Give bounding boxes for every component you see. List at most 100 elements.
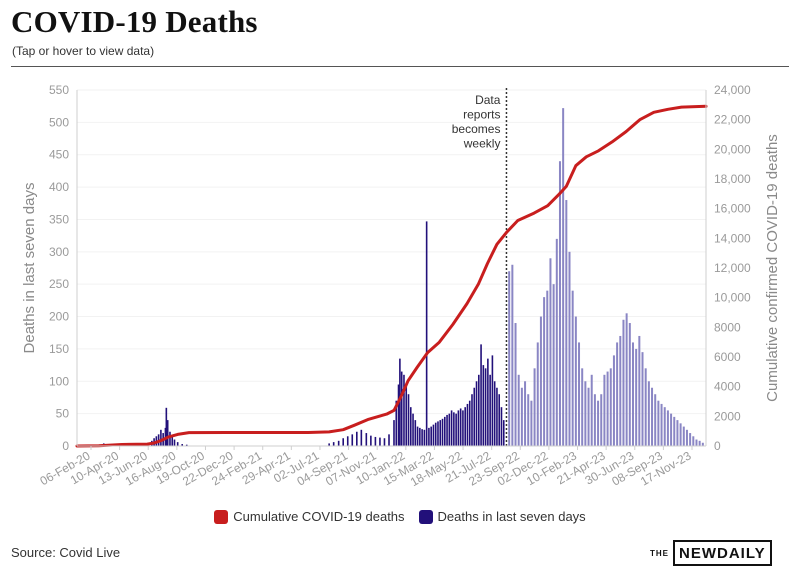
weekly-deaths-bar[interactable] <box>590 374 593 446</box>
weekly-deaths-bar[interactable] <box>370 435 372 446</box>
weekly-deaths-bar[interactable] <box>555 238 558 446</box>
weekly-deaths-bar[interactable] <box>558 161 561 446</box>
weekly-deaths-bar[interactable] <box>477 374 480 446</box>
legend-item-cumulative[interactable]: Cumulative COVID-19 deaths <box>214 509 405 524</box>
weekly-deaths-bar[interactable] <box>407 394 410 446</box>
weekly-deaths-bar[interactable] <box>657 400 660 446</box>
weekly-deaths-bar[interactable] <box>419 427 421 446</box>
weekly-deaths-bar[interactable] <box>403 374 405 446</box>
weekly-deaths-bar[interactable] <box>619 335 622 446</box>
weekly-deaths-bar[interactable] <box>663 407 666 446</box>
weekly-deaths-bar[interactable] <box>428 427 430 446</box>
weekly-deaths-bar[interactable] <box>549 258 552 446</box>
weekly-deaths-bar[interactable] <box>489 374 491 446</box>
weekly-deaths-bar[interactable] <box>539 316 542 446</box>
cumulative-deaths-path[interactable] <box>75 104 708 448</box>
weekly-deaths-bar[interactable] <box>412 413 414 446</box>
weekly-deaths-bar[interactable] <box>409 407 412 446</box>
weekly-deaths-bar[interactable] <box>524 381 527 446</box>
weekly-deaths-bar[interactable] <box>593 394 596 446</box>
weekly-deaths-bar[interactable] <box>635 348 638 446</box>
weekly-deaths-bar[interactable] <box>171 436 174 446</box>
weekly-deaths-bar[interactable] <box>487 358 489 446</box>
weekly-deaths-bar[interactable] <box>400 371 403 446</box>
weekly-deaths-bar[interactable] <box>346 436 349 446</box>
weekly-deaths-bar[interactable] <box>459 408 462 446</box>
weekly-deaths-bar[interactable] <box>597 400 600 446</box>
weekly-deaths-bar[interactable] <box>679 423 682 446</box>
weekly-deaths-bar[interactable] <box>351 434 354 446</box>
weekly-deaths-bar[interactable] <box>562 108 565 447</box>
weekly-deaths-bar[interactable] <box>616 342 619 446</box>
weekly-deaths-bar[interactable] <box>462 410 464 446</box>
weekly-deaths-bar[interactable] <box>701 442 704 446</box>
weekly-deaths-bar[interactable] <box>578 342 581 446</box>
weekly-deaths-bar[interactable] <box>581 368 584 446</box>
weekly-deaths-bar[interactable] <box>527 394 530 446</box>
weekly-deaths-bar[interactable] <box>457 410 460 446</box>
weekly-deaths-bar[interactable] <box>397 384 400 446</box>
weekly-deaths-bar[interactable] <box>365 433 368 446</box>
weekly-deaths-bar[interactable] <box>471 394 473 446</box>
weekly-deaths-bar[interactable] <box>176 442 179 446</box>
weekly-deaths-bar[interactable] <box>543 297 546 446</box>
weekly-deaths-bar[interactable] <box>647 381 650 446</box>
weekly-deaths-bar[interactable] <box>480 344 482 446</box>
brand-logo[interactable]: THE NEWDAILY <box>650 540 772 566</box>
weekly-deaths-bar[interactable] <box>565 200 568 446</box>
weekly-deaths-bar[interactable] <box>393 420 395 446</box>
weekly-deaths-bar[interactable] <box>603 374 606 446</box>
weekly-deaths-bar[interactable] <box>432 424 435 446</box>
weekly-deaths-bar[interactable] <box>414 420 417 446</box>
weekly-deaths-bar[interactable] <box>448 413 451 446</box>
weekly-deaths-bar[interactable] <box>437 421 439 446</box>
weekly-deaths-bar[interactable] <box>622 319 625 446</box>
weekly-deaths-bar[interactable] <box>609 368 612 446</box>
weekly-deaths-bar[interactable] <box>443 416 446 446</box>
weekly-deaths-bar[interactable] <box>374 436 377 446</box>
weekly-deaths-bar[interactable] <box>453 412 455 446</box>
weekly-deaths-bar[interactable] <box>533 368 536 446</box>
weekly-deaths-bar[interactable] <box>587 387 590 446</box>
weekly-deaths-bar[interactable] <box>641 352 644 446</box>
weekly-deaths-bar[interactable] <box>625 313 628 446</box>
weekly-deaths-bar[interactable] <box>399 358 401 446</box>
weekly-deaths-bar[interactable] <box>468 400 471 446</box>
weekly-deaths-bar[interactable] <box>628 323 631 446</box>
weekly-deaths-bar[interactable] <box>466 403 469 446</box>
weekly-deaths-bar[interactable] <box>496 387 498 446</box>
weekly-deaths-bar[interactable] <box>160 429 162 446</box>
weekly-deaths-bars[interactable] <box>102 108 704 447</box>
weekly-deaths-bar[interactable] <box>530 400 533 446</box>
weekly-deaths-bar[interactable] <box>337 440 340 446</box>
weekly-deaths-bar[interactable] <box>606 371 609 446</box>
weekly-deaths-bar[interactable] <box>450 410 453 446</box>
weekly-deaths-bar[interactable] <box>536 342 539 446</box>
weekly-deaths-bar[interactable] <box>446 414 448 446</box>
weekly-deaths-bar[interactable] <box>571 290 574 446</box>
weekly-deaths-bar[interactable] <box>464 407 466 446</box>
weekly-deaths-bar[interactable] <box>342 438 345 446</box>
weekly-deaths-bar[interactable] <box>416 426 419 446</box>
weekly-deaths-bar[interactable] <box>388 434 390 446</box>
weekly-deaths-bar[interactable] <box>491 355 494 446</box>
weekly-deaths-bar[interactable] <box>165 407 168 446</box>
weekly-deaths-bar[interactable] <box>682 426 685 446</box>
weekly-deaths-bar[interactable] <box>475 381 478 446</box>
weekly-deaths-bar[interactable] <box>612 355 615 446</box>
weekly-deaths-bar[interactable] <box>670 413 673 446</box>
weekly-deaths-bar[interactable] <box>552 284 555 446</box>
weekly-deaths-bar[interactable] <box>356 431 358 446</box>
weekly-deaths-bar[interactable] <box>395 400 398 446</box>
weekly-deaths-bar[interactable] <box>405 384 408 446</box>
weekly-deaths-bar[interactable] <box>423 429 426 446</box>
weekly-deaths-bar[interactable] <box>328 443 330 446</box>
weekly-deaths-bar[interactable] <box>493 381 496 446</box>
weekly-deaths-bar[interactable] <box>360 429 363 446</box>
weekly-deaths-bar[interactable] <box>574 316 577 446</box>
weekly-deaths-bar[interactable] <box>584 381 587 446</box>
weekly-deaths-bar[interactable] <box>421 429 423 446</box>
weekly-deaths-bar[interactable] <box>173 439 176 446</box>
weekly-deaths-bar[interactable] <box>689 433 692 446</box>
